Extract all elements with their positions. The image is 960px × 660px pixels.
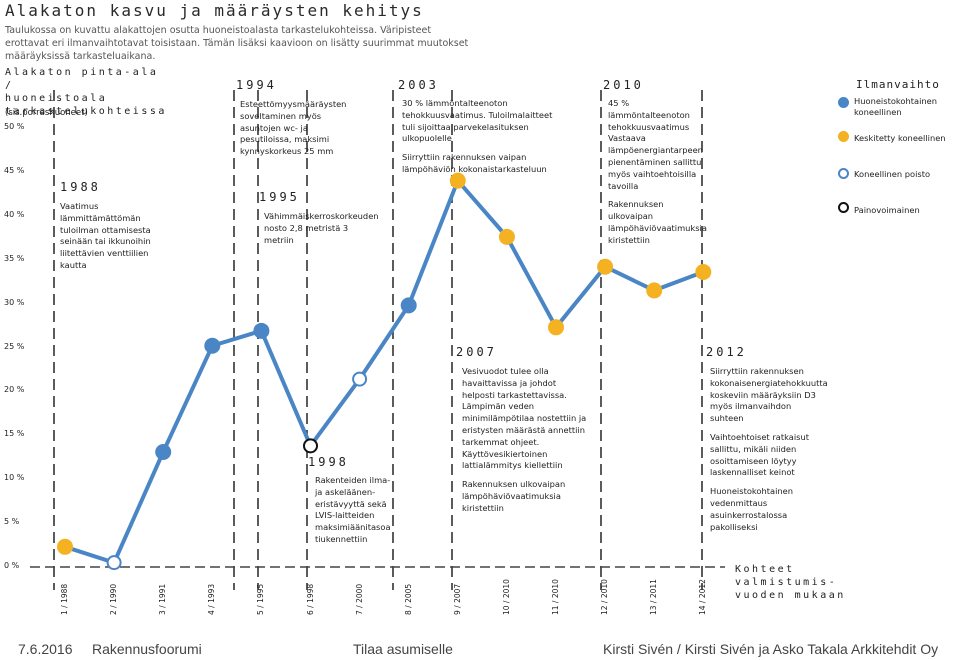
regulation-note-text: Rakenteiden ilma- ja askeläänen-eristävy… bbox=[315, 475, 391, 544]
regulation-note-2003: 30 % lämmöntalteenoton tehokkuusvaatimus… bbox=[402, 98, 564, 183]
data-point-12 bbox=[597, 258, 614, 275]
data-point-2 bbox=[106, 555, 122, 571]
data-point-7 bbox=[352, 371, 368, 387]
data-point-4 bbox=[204, 337, 221, 354]
regulation-note-text: Vesivuodot tulee olla havaittavissa ja j… bbox=[462, 366, 587, 471]
regulation-year-1998: 1998 bbox=[308, 455, 349, 469]
regulation-note-2007: Vesivuodot tulee olla havaittavissa ja j… bbox=[462, 366, 588, 522]
regulation-note-2012: Siirryttiin rakennuksen kokonaisenergiat… bbox=[710, 366, 828, 540]
y-tick-label: 40 % bbox=[4, 209, 25, 219]
legend-marker-orange-icon bbox=[838, 131, 849, 142]
regulation-note-1998: Rakenteiden ilma- ja askeläänen-eristävy… bbox=[315, 475, 393, 553]
y-tick-label: 5 % bbox=[4, 517, 20, 527]
footer-date: 7.6.2016 bbox=[18, 641, 73, 657]
data-point-8 bbox=[400, 297, 417, 314]
footer-topic: Tilaa asumiselle bbox=[353, 641, 453, 657]
regulation-note-1994: Esteettömyysmääräysten soveltaminen myös… bbox=[240, 99, 358, 165]
chart-title: Alakaton kasvu ja määräysten kehitys bbox=[5, 1, 424, 20]
regulation-note-text: Vähimmäiskerroskorkeuden nosto 2,8 metri… bbox=[264, 211, 379, 245]
data-point-6 bbox=[303, 438, 318, 454]
data-point-9 bbox=[449, 172, 466, 189]
regulation-note-2010: 45 % lämmöntalteenoton tehokkuusvaatimus… bbox=[608, 98, 707, 254]
y-tick-label: 35 % bbox=[4, 253, 25, 263]
regulation-note-text: 30 % lämmöntalteenoton tehokkuusvaatimus… bbox=[402, 98, 553, 144]
regulation-note-text: 45 % lämmöntalteenoton tehokkuusvaatimus… bbox=[608, 98, 703, 191]
y-tick-label: 10 % bbox=[4, 473, 25, 483]
regulation-year-2012: 2012 bbox=[706, 345, 747, 359]
legend-item-huoneistokohtainen: Huoneistokohtainen koneellinen bbox=[854, 96, 938, 117]
regulation-note-text: Esteettömyysmääräysten soveltaminen myös… bbox=[240, 99, 347, 157]
y-axis-label: Alakaton pinta-ala / huoneistoala tarkas… bbox=[5, 67, 167, 117]
regulation-year-2007: 2007 bbox=[456, 345, 497, 359]
regulation-note-1988: Vaatimus lämmittämättömän tuloilman otta… bbox=[60, 201, 172, 279]
data-point-1 bbox=[57, 538, 73, 555]
regulation-note-text: Siirryttiin rakennuksen kokonaisenergiat… bbox=[710, 366, 828, 424]
data-point-11 bbox=[548, 319, 564, 336]
regulation-year-2003: 2003 bbox=[398, 78, 439, 92]
regulation-note-text: Vaatimus lämmittämättömän tuloilman otta… bbox=[60, 201, 151, 270]
x-axis-label: Kohteet valmistumis- vuoden mukaan bbox=[735, 564, 846, 601]
y-tick-label: 15 % bbox=[4, 429, 25, 439]
legend-item-koneellinen-poisto: Koneellinen poisto bbox=[854, 169, 931, 179]
regulation-year-1988: 1988 bbox=[60, 180, 101, 194]
y-tick-label: 0 % bbox=[4, 561, 20, 570]
regulation-year-2010: 2010 bbox=[603, 78, 644, 92]
legend-title: Ilmanvaihto bbox=[856, 78, 940, 91]
data-point-10 bbox=[498, 228, 515, 245]
y-axis-sublabel: (sis.porrashuoneet) bbox=[5, 108, 88, 118]
regulation-year-1995: 1995 bbox=[259, 190, 300, 204]
regulation-note-text: Huoneistokohtainen vedenmittaus asuinker… bbox=[710, 486, 794, 532]
regulation-note-text: Vaihtoehtoiset ratkaisut sallittu, mikäl… bbox=[710, 431, 809, 478]
footer-event: Rakennusfoorumi bbox=[92, 641, 202, 657]
y-tick-label: 50 % bbox=[4, 122, 25, 131]
y-tick-label: 45 % bbox=[4, 165, 25, 175]
regulation-note-text: Rakennuksen ulkovaipan lämpöhäviövaatimu… bbox=[462, 479, 566, 513]
legend-item-painovoimainen: Painovoimainen bbox=[854, 205, 920, 215]
data-point-13 bbox=[646, 282, 663, 299]
legend-marker-hollow-black-icon bbox=[838, 202, 849, 213]
legend-marker-hollow-blue-icon bbox=[838, 168, 849, 179]
regulation-note-1995: Vähimmäiskerroskorkeuden nosto 2,8 metri… bbox=[264, 211, 379, 253]
y-tick-label: 20 % bbox=[4, 385, 25, 395]
regulation-year-1994: 1994 bbox=[236, 78, 277, 92]
y-tick-label: 30 % bbox=[4, 297, 25, 307]
y-tick-label: 25 % bbox=[4, 341, 25, 351]
data-point-5 bbox=[253, 322, 270, 339]
chart-subtitle: Taulukossa on kuvattu alakattojen osutta… bbox=[5, 25, 469, 62]
regulation-note-text: Rakennuksen ulkovaipan lämpöhäviövaatimu… bbox=[608, 199, 707, 245]
footer-authors: Kirsti Sivén / Kirsti Sivén ja Asko Taka… bbox=[603, 641, 939, 657]
regulation-note-text: Siirryttiin rakennuksen vaipan lämpöhävi… bbox=[402, 152, 547, 174]
legend-marker-blue-icon bbox=[838, 97, 849, 108]
data-point-14 bbox=[695, 263, 712, 280]
data-point-3 bbox=[155, 443, 172, 460]
series-line bbox=[64, 178, 705, 565]
legend-item-keskitetty: Keskitetty koneellinen bbox=[854, 133, 946, 143]
